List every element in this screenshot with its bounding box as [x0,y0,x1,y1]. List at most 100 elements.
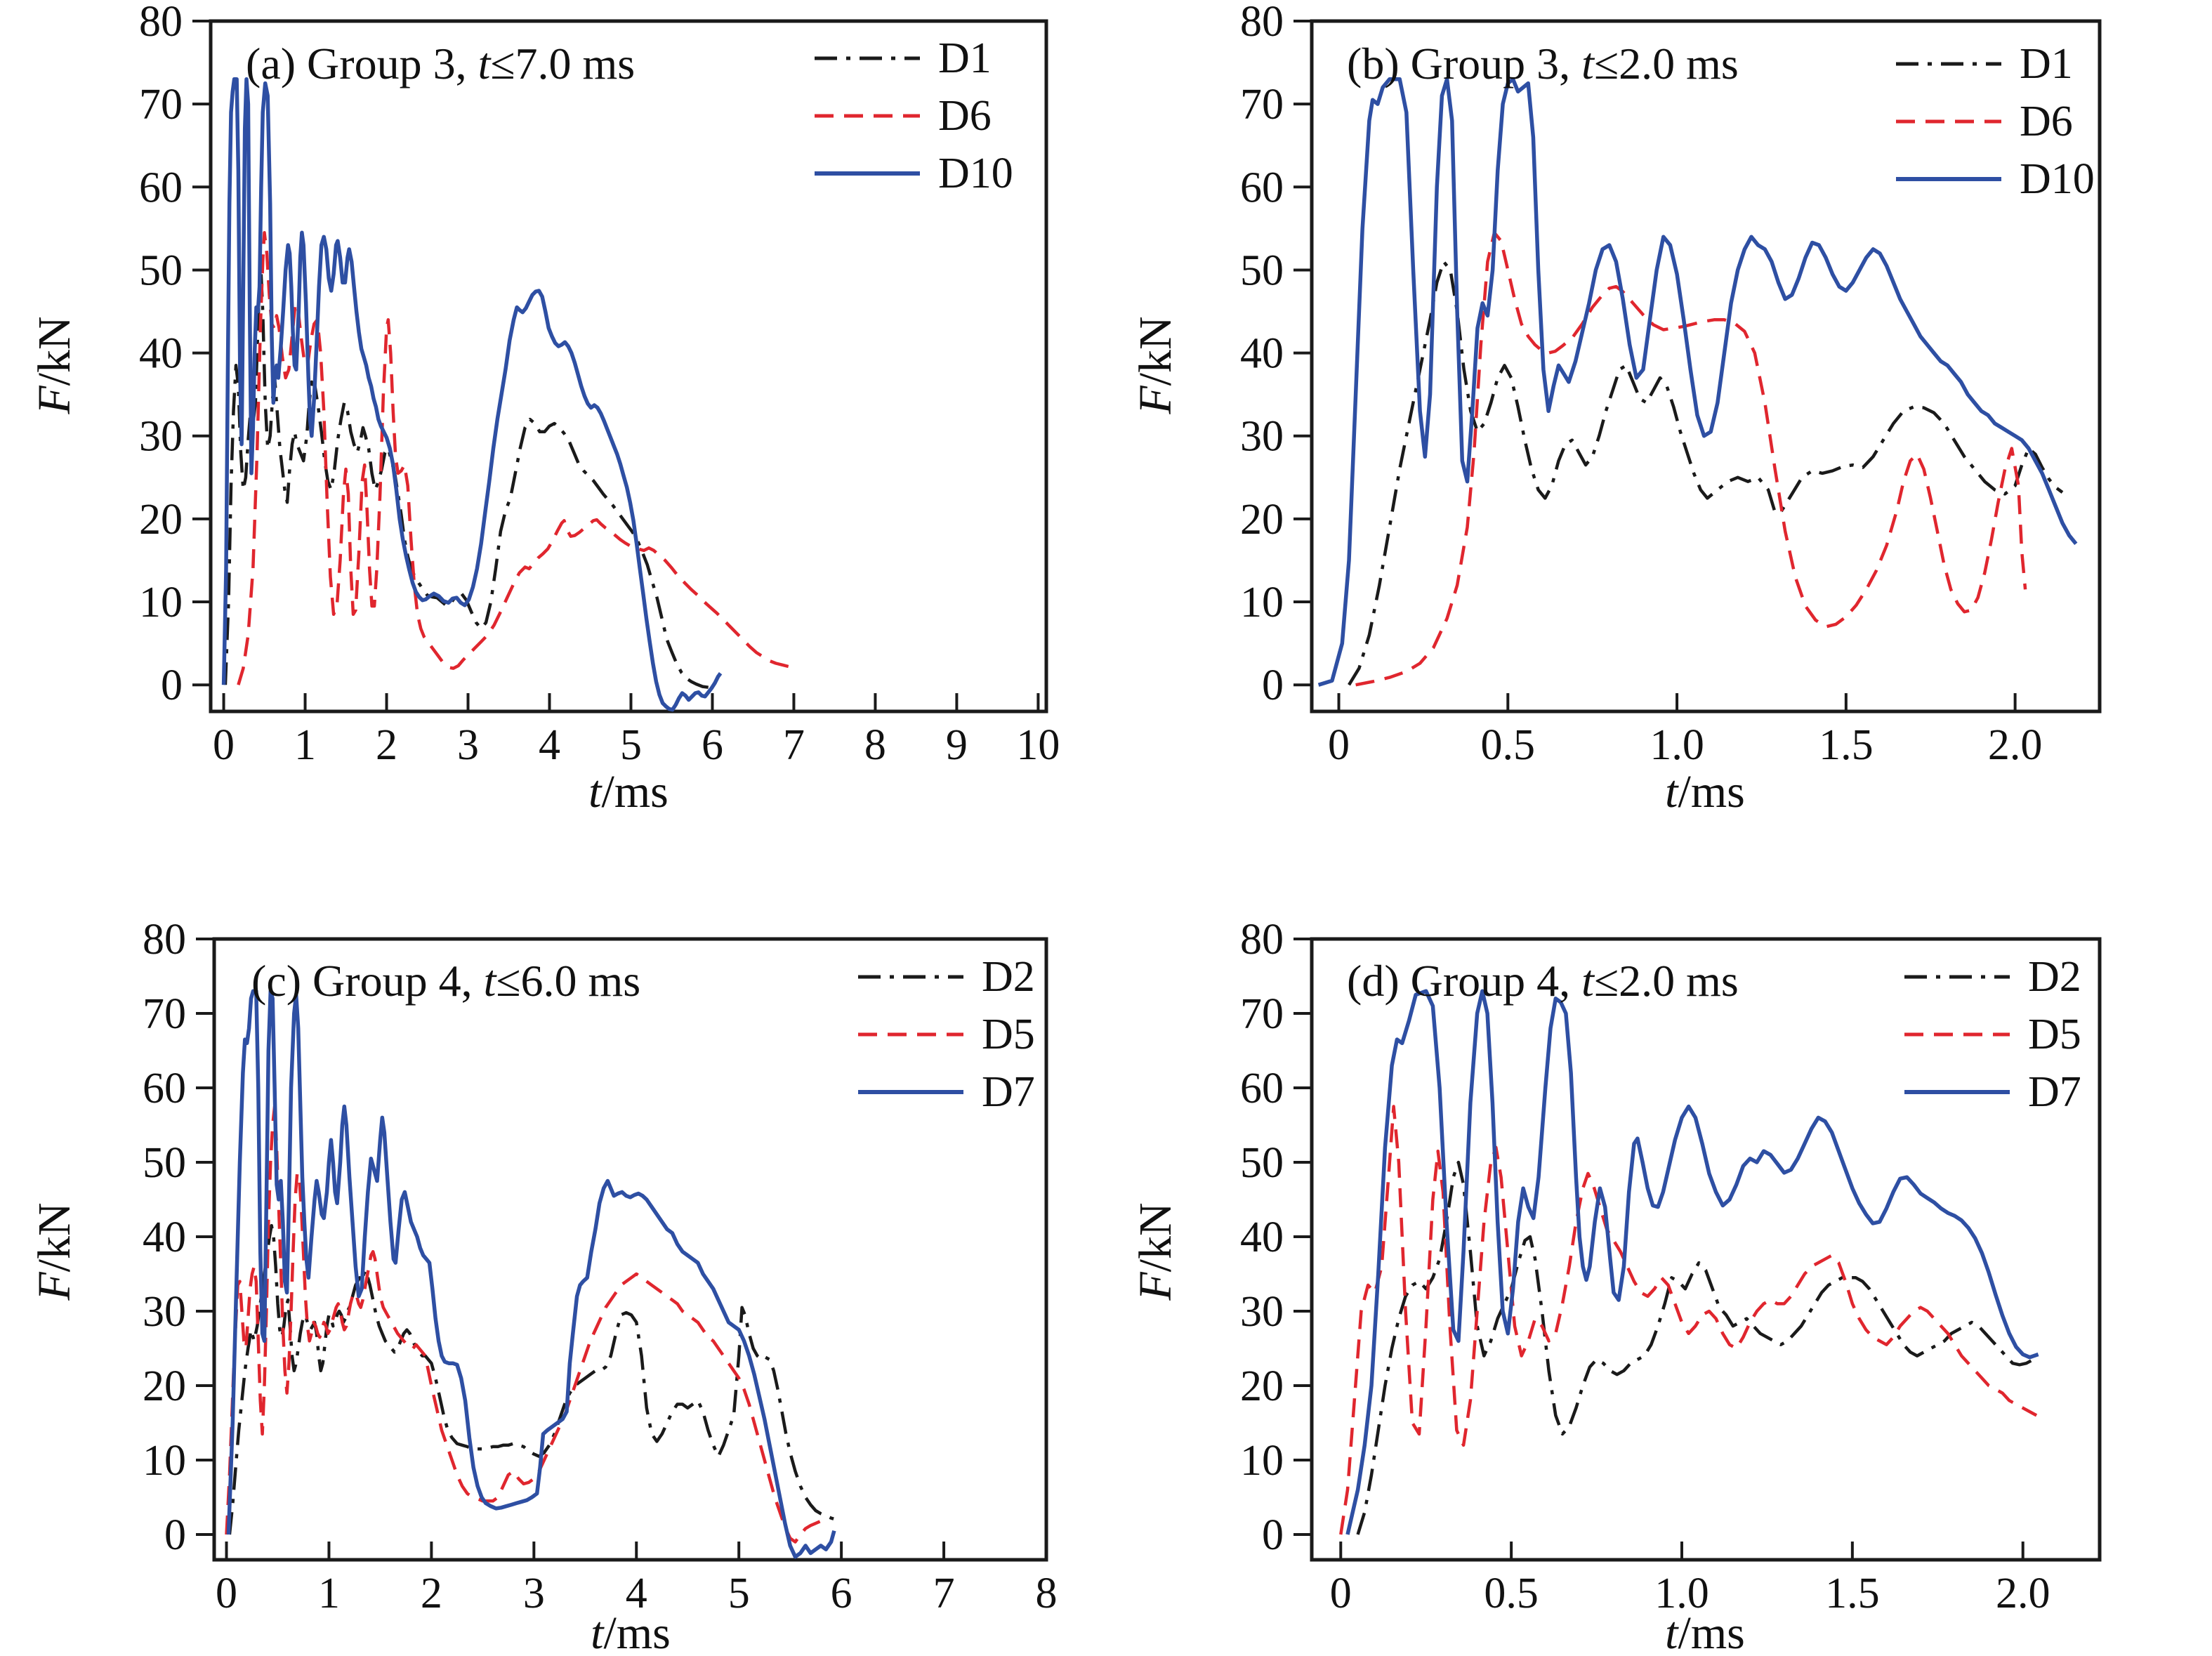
x-tick-label: 1 [318,1570,340,1617]
x-axis-unit: /ms [1678,1608,1745,1656]
series-d10 [221,77,723,712]
plot-box [209,19,1048,714]
y-tick-label: 0 [161,662,183,709]
series-d2 [1356,1160,2034,1535]
plot-box [1310,937,2102,1562]
legend-label: D10 [2020,155,2095,203]
y-tick-label: 80 [1240,916,1284,964]
y-axis-unit: /kN [1130,316,1181,386]
y-tick-label: 0 [1262,1511,1284,1559]
x-axis-label-d: t/ms [1593,1608,1817,1656]
chart-b: 0 0.5 1.0 1.5 2.0 0 10 20 30 40 50 60 70 80 [1240,0,2102,769]
y-axis-label-c: F/kN [29,1146,80,1357]
y-tick-label: 50 [1240,247,1284,294]
y-tick-label: 80 [1240,0,1284,46]
panel-title-suffix: ≤6.0 ms [496,956,641,1006]
x-tick-label: 0 [1330,1570,1352,1617]
legend-label: D6 [938,91,992,140]
panel-title-c: (c) Group 4, t≤6.0 ms [251,955,640,1007]
panel-title-var: t [483,956,496,1006]
y-tick-label: 70 [143,990,186,1038]
x-tick-label: 1 [294,721,316,769]
x-axis-unit: /ms [603,1608,671,1656]
panel-title-b: (b) Group 3, t≤2.0 ms [1347,38,1739,90]
y-tick-label: 0 [1262,662,1284,709]
y-tick-label: 50 [139,247,183,294]
x-axis-unit: /ms [601,766,669,817]
y-tick-label: 50 [143,1139,186,1187]
x-tick-label: 1.5 [1825,1570,1880,1617]
y-tick-label: 60 [143,1065,186,1112]
legend-item-d1: D1 [1896,35,2095,93]
dashed-line-icon [858,1032,963,1037]
x-axis-variable: t [591,1608,604,1656]
y-axis-unit: /kN [29,316,80,386]
y-axis-variable: F [1130,386,1181,414]
panel-title-a: (a) Group 3, t≤7.0 ms [246,38,635,90]
x-axis-label-c: t/ms [518,1608,743,1656]
y-axis-unit: /kN [29,1202,80,1273]
x-tick-label: 1.0 [1650,721,1704,769]
y-tick-label: 40 [143,1214,186,1261]
panel-title-suffix: ≤7.0 ms [490,39,636,88]
plot-box [212,937,1048,1562]
y-tick-label: 70 [1240,990,1284,1038]
series-d5 [225,1105,830,1544]
legend-label: D5 [2028,1010,2081,1058]
legend-item-d5: D5 [858,1006,1035,1063]
panel-title-var: t [478,39,491,88]
x-tick-label: 0.5 [1484,1570,1539,1617]
y-tick-label: 60 [1240,1065,1284,1112]
panel-title-prefix: (a) Group 3, [246,39,478,88]
y-tick-label: 40 [139,330,183,378]
legend-label: D10 [938,149,1013,197]
y-tick-label: 70 [139,81,183,129]
x-tick-label: 2.0 [1996,1570,2050,1617]
x-axis-variable: t [1665,1608,1678,1656]
x-axis-label-a: t/ms [516,769,741,815]
x-tick-label: 3 [457,721,479,769]
y-tick-label: 40 [1240,330,1284,378]
x-tick-label: 7 [933,1570,955,1617]
x-tick-label: 6 [831,1570,852,1617]
series-d10 [1317,77,2078,687]
y-axis-label-b: F/kN [1130,260,1181,471]
y-tick-label: 10 [1240,579,1284,626]
legend-c: D2 D5 D7 [858,948,1035,1121]
y-axis-variable: F [29,386,80,414]
panel-title-var: t [1581,956,1594,1006]
legend-label: D1 [2020,39,2073,88]
y-tick-label: 40 [1240,1214,1284,1261]
legend-item-d6: D6 [1896,93,2095,150]
legend-item-d2: D2 [1904,948,2081,1006]
x-tick-label: 0 [216,1570,237,1617]
y-axis-unit: /kN [1130,1202,1181,1273]
x-tick-label: 5 [728,1570,750,1617]
solid-line-icon [858,1090,963,1094]
y-tick-label: 30 [139,413,183,461]
legend-item-d2: D2 [858,948,1035,1006]
dashdot-line-icon [815,56,920,60]
y-axis-label-d: F/kN [1130,1146,1181,1357]
y-tick-label: 20 [1240,496,1284,544]
x-tick-label: 0.5 [1481,721,1536,769]
y-tick-label: 20 [1240,1362,1284,1410]
x-tick-label: 4 [626,1570,647,1617]
dashdot-line-icon [858,975,963,979]
solid-line-icon [1904,1090,2010,1094]
x-tick-label: 4 [539,721,560,769]
x-axis-label-b: t/ms [1593,769,1817,815]
dashdot-line-icon [1904,975,2010,979]
x-tick-label: 0 [1328,721,1350,769]
x-tick-label: 6 [702,721,723,769]
y-tick-label: 20 [143,1362,186,1410]
y-tick-label: 60 [139,164,183,211]
y-tick-label: 30 [1240,413,1284,461]
panel-title-suffix: ≤2.0 ms [1593,956,1739,1006]
chart-d: 0 0.5 1.0 1.5 2.0 0 10 20 30 40 50 60 70 80 [1240,916,2102,1617]
dashed-line-icon [1896,119,2001,124]
x-axis-variable: t [1665,766,1678,817]
y-tick-label: 80 [143,916,186,964]
series-d7 [1345,989,2039,1535]
